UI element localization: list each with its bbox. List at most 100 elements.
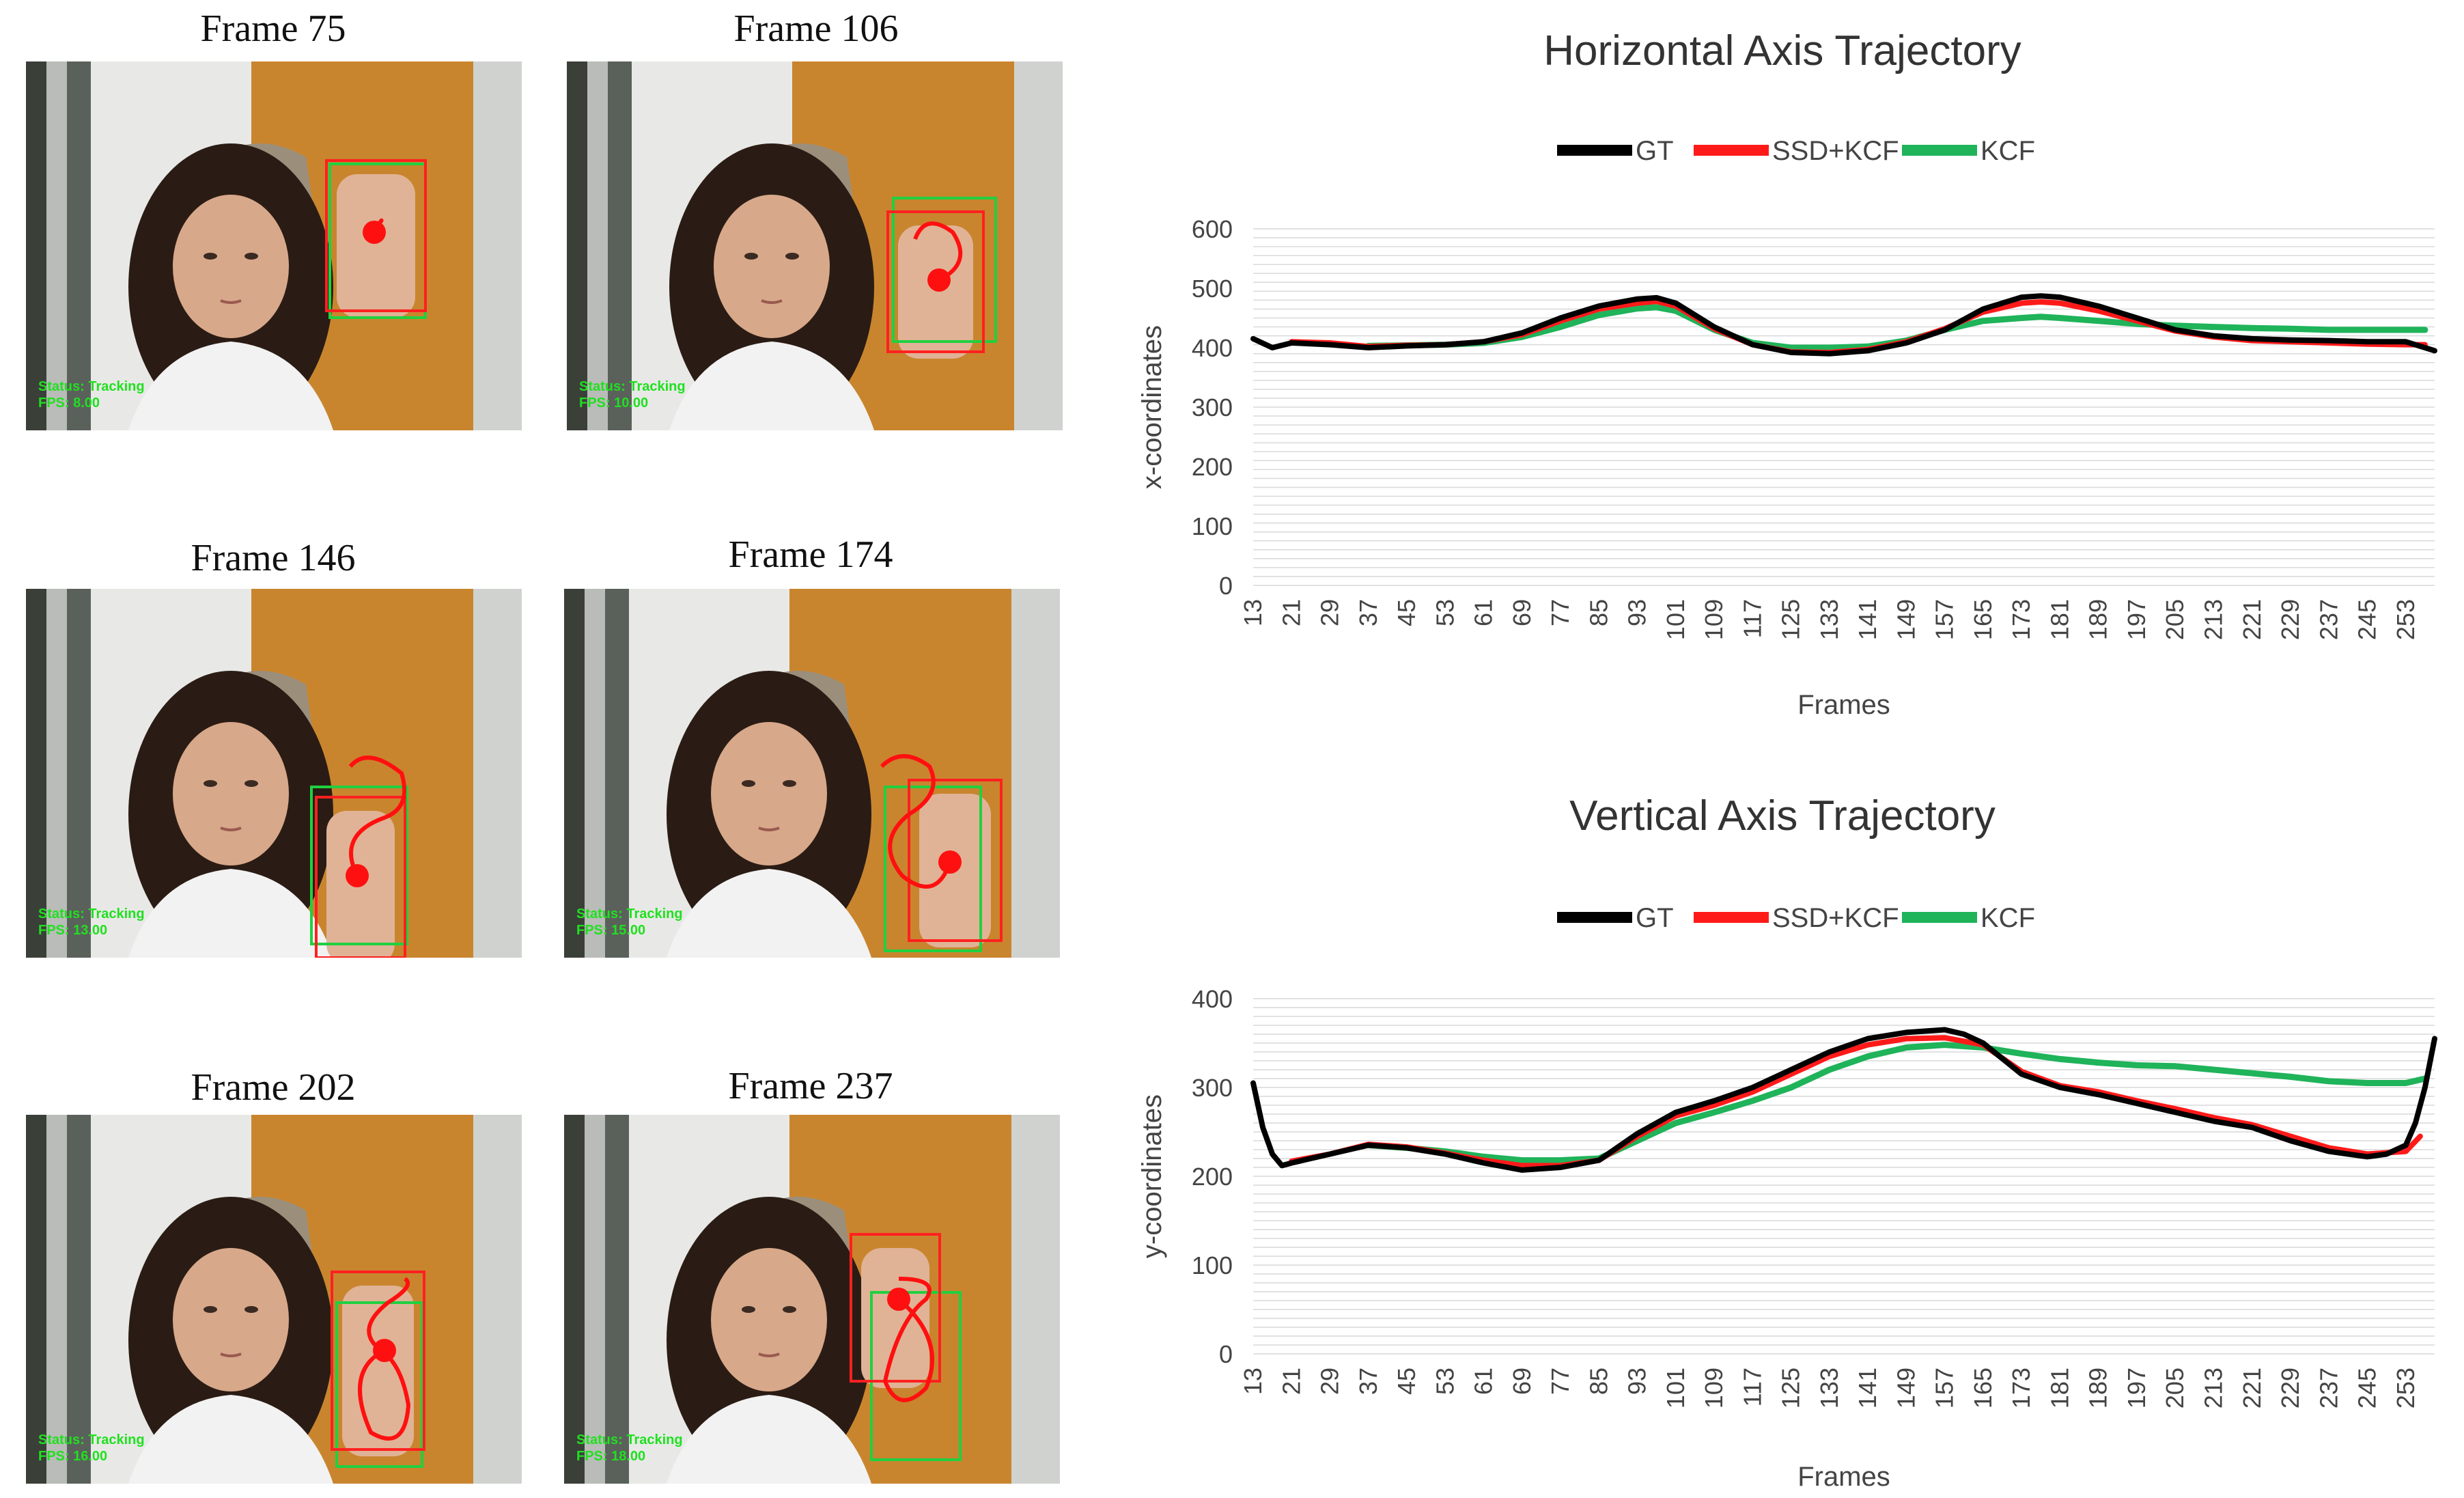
x-tick-label: 197 (2123, 599, 2151, 640)
x-tick-label: 173 (2007, 1368, 2035, 1409)
x-tick-label: 197 (2123, 1368, 2151, 1409)
x-tick-label: 13 (1239, 599, 1267, 626)
x-tick-label: 253 (2392, 599, 2420, 640)
x-tick-label: 245 (2353, 1368, 2381, 1409)
x-tick-label: 77 (1546, 599, 1574, 626)
x-tick-label: 69 (1508, 1368, 1536, 1395)
y-tick-label: 100 (1192, 512, 1233, 540)
video-frame: Status: Tracking FPS: 16.00 (26, 1115, 522, 1484)
x-tick-label: 133 (1815, 1368, 1843, 1409)
chart-title: Horizontal Axis Trajectory (1543, 27, 2021, 74)
legend-label: GT (1636, 136, 1674, 166)
x-tick-label: 29 (1316, 599, 1344, 626)
x-tick-label: 29 (1316, 1368, 1344, 1395)
x-tick-label: 181 (2045, 599, 2073, 640)
x-tick-label: 181 (2045, 1368, 2073, 1409)
chart-title: Vertical Axis Trajectory (1569, 792, 1996, 840)
legend-label: KCF (1980, 903, 2035, 933)
frame-fps-text: FPS: 13.00 (38, 923, 107, 938)
x-tick-label: 189 (2084, 599, 2112, 640)
y-tick-label: 500 (1192, 275, 1233, 303)
x-tick-label: 221 (2238, 1368, 2266, 1409)
x-tick-label: 213 (2200, 1368, 2228, 1409)
y-tick-label: 0 (1219, 572, 1233, 600)
frame-fps-text: FPS: 10.00 (579, 396, 648, 411)
x-tick-label: 101 (1662, 1368, 1690, 1409)
video-frame-image: Status: Tracking FPS: 10.00 (567, 61, 1063, 430)
x-tick-label: 13 (1239, 1368, 1267, 1395)
x-tick-label: 85 (1584, 1368, 1612, 1395)
x-tick-label: 229 (2276, 1368, 2304, 1409)
y-tick-label: 400 (1192, 985, 1233, 1013)
frame-fps-text: FPS: 15.00 (576, 923, 645, 938)
frame-status-text: Status: Tracking (38, 379, 145, 394)
x-tick-label: 45 (1392, 1368, 1420, 1395)
frame-title: Frame 174 (728, 533, 893, 576)
x-tick-label: 109 (1700, 1368, 1728, 1409)
x-tick-label: 157 (1931, 599, 1959, 640)
video-frame: Status: Tracking FPS: 13.00 (26, 589, 522, 958)
x-tick-label: 157 (1931, 1368, 1959, 1409)
vertical-trajectory-chart: Vertical Axis Trajectory GT SSD+KCF KCF 0 100… (1137, 792, 2437, 1492)
video-frame-image: Status: Tracking FPS: 16.00 (26, 1115, 522, 1484)
x-tick-label: 117 (1738, 599, 1766, 638)
x-tick-label: 133 (1815, 599, 1843, 640)
x-axis-label: Frames (1797, 690, 1890, 720)
x-tick-label: 53 (1431, 599, 1459, 626)
x-tick-label: 37 (1354, 599, 1382, 626)
x-tick-label: 253 (2392, 1368, 2420, 1409)
x-tick-label: 149 (1892, 1368, 1920, 1409)
video-frame-image: Status: Tracking FPS: 13.00 (26, 589, 522, 958)
x-tick-label: 229 (2276, 599, 2304, 640)
x-tick-label: 245 (2353, 599, 2381, 640)
x-tick-label: 37 (1354, 1368, 1382, 1395)
x-tick-label: 85 (1584, 599, 1612, 626)
x-tick-label: 53 (1431, 1368, 1459, 1395)
frame-status-text: Status: Tracking (579, 379, 686, 394)
x-axis-label: Frames (1797, 1462, 1890, 1492)
frame-title: Frame 202 (191, 1066, 356, 1109)
x-tick-label: 61 (1470, 1368, 1498, 1395)
y-tick-label: 0 (1219, 1340, 1233, 1368)
x-tick-label: 221 (2238, 599, 2266, 640)
frame-title: Frame 146 (191, 537, 356, 579)
x-tick-label: 237 (2314, 1368, 2342, 1409)
x-tick-label: 165 (1969, 1368, 1997, 1409)
x-tick-label: 93 (1623, 1368, 1651, 1395)
series-line-gt (1250, 1027, 2437, 1173)
video-frame-image: Status: Tracking FPS: 8.00 (26, 61, 522, 430)
frame-fps-text: FPS: 8.00 (38, 396, 100, 411)
x-tick-label: 69 (1508, 599, 1536, 626)
legend-label: GT (1636, 903, 1674, 933)
x-tick-label: 205 (2161, 599, 2189, 640)
x-tick-label: 149 (1892, 599, 1920, 640)
x-tick-label: 165 (1969, 599, 1997, 640)
video-frame: Status: Tracking FPS: 8.00 (26, 61, 522, 430)
x-tick-label: 141 (1853, 599, 1881, 640)
x-tick-label: 125 (1777, 599, 1805, 640)
y-tick-label: 200 (1192, 453, 1233, 481)
x-tick-label: 173 (2007, 599, 2035, 640)
frame-title: Frame 237 (728, 1065, 893, 1107)
frame-title: Frame 75 (200, 8, 346, 50)
series-line-ssd-kcf (1289, 1035, 2423, 1169)
series-line-kcf (1365, 1042, 2428, 1164)
y-tick-label: 200 (1192, 1163, 1233, 1191)
video-frame: Status: Tracking FPS: 10.00 (567, 61, 1063, 430)
y-tick-label: 300 (1192, 393, 1233, 421)
x-tick-label: 21 (1277, 1368, 1305, 1395)
x-tick-label: 109 (1700, 599, 1728, 640)
x-tick-label: 117 (1738, 1368, 1766, 1406)
x-tick-label: 77 (1546, 1368, 1574, 1395)
x-tick-label: 237 (2314, 599, 2342, 640)
legend-label: SSD+KCF (1772, 136, 1899, 166)
frame-title: Frame 106 (733, 8, 899, 50)
x-tick-label: 45 (1392, 599, 1420, 626)
x-tick-label: 213 (2200, 599, 2228, 640)
y-tick-label: 300 (1192, 1074, 1233, 1102)
legend-label: SSD+KCF (1772, 903, 1899, 933)
x-tick-label: 189 (2084, 1368, 2112, 1409)
legend-label: KCF (1980, 136, 2035, 166)
frame-status-text: Status: Tracking (576, 906, 683, 921)
